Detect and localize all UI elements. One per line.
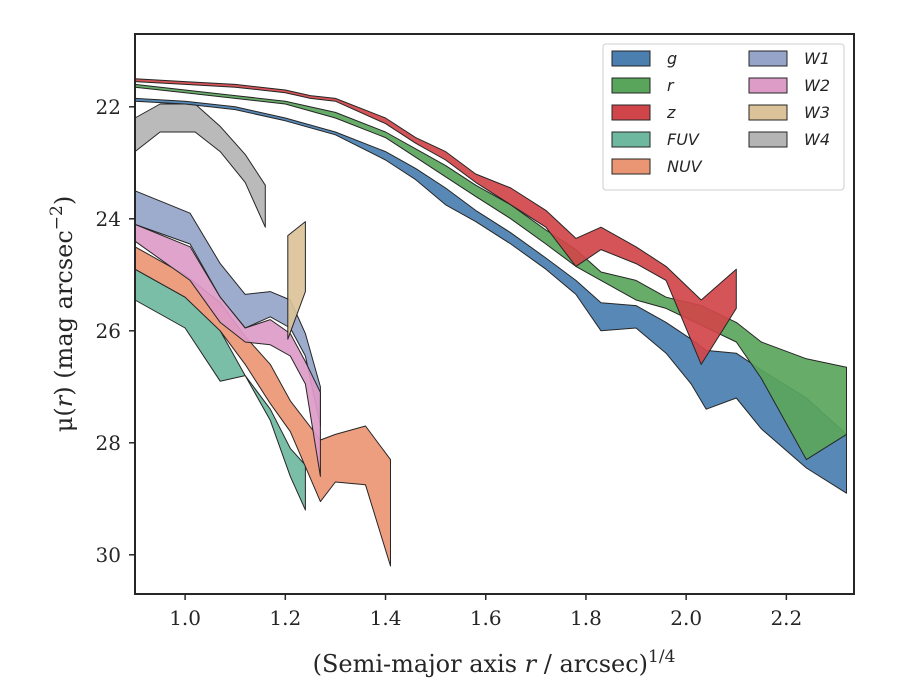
- legend-swatch-w3: [748, 104, 788, 121]
- legend-swatch-nuv: [611, 158, 651, 175]
- band-w2: [134, 223, 321, 477]
- legend-swatch-w4: [748, 131, 788, 148]
- legend-swatch-g: [611, 50, 651, 67]
- legend-swatch-w2: [748, 77, 788, 94]
- y-axis-label: μ(r) (mag arcsec−2): [47, 196, 78, 433]
- x-tick-label: 1.0: [169, 606, 201, 630]
- band-r: [134, 83, 847, 461]
- band-nuv: [134, 246, 391, 567]
- band-z: [134, 78, 737, 365]
- x-tick-label: 1.2: [269, 606, 301, 630]
- legend-label-fuv: FUV: [667, 130, 700, 149]
- legend-swatch-z: [611, 104, 651, 121]
- band-layer: [134, 78, 847, 567]
- band-fuv: [134, 268, 306, 511]
- legend-label-w2: W2: [804, 76, 830, 95]
- x-axis: 1.0 1.2 1.4 1.6 1.8 2.0 2.2: [169, 594, 802, 630]
- legend-label-w3: W3: [804, 103, 830, 122]
- y-tick-label: 28: [96, 431, 121, 455]
- legend-swatch-fuv: [611, 131, 651, 148]
- y-tick-label: 22: [96, 95, 121, 119]
- x-tick-label: 1.8: [570, 606, 602, 630]
- y-tick-label: 30: [96, 543, 121, 567]
- band-w3: [287, 221, 306, 340]
- legend-label-g: g: [667, 49, 677, 68]
- y-axis: 22 24 26 28 30: [96, 95, 135, 567]
- legend-label-r: r: [667, 76, 675, 95]
- x-tick-label: 1.6: [470, 606, 502, 630]
- y-tick-label: 24: [96, 207, 121, 231]
- legend-label-nuv: NUV: [667, 157, 703, 176]
- legend: grz FUV NUV W1 W2 W3 W4: [602, 43, 845, 191]
- x-tick-label: 1.4: [370, 606, 402, 630]
- x-tick-label: 2.2: [770, 606, 802, 630]
- legend-swatch-r: [611, 77, 651, 94]
- band-g: [134, 97, 847, 494]
- x-axis-label: (Semi-major axis r / arcsec)1/4: [313, 647, 676, 678]
- plot-frame: [134, 33, 855, 595]
- legend-swatch-w1: [748, 50, 788, 67]
- legend-label-z: z: [666, 103, 676, 122]
- legend-label-w4: W4: [804, 130, 830, 149]
- legend-label-w1: W1: [804, 49, 830, 68]
- y-tick-label: 26: [96, 319, 121, 343]
- x-tick-label: 2.0: [670, 606, 702, 630]
